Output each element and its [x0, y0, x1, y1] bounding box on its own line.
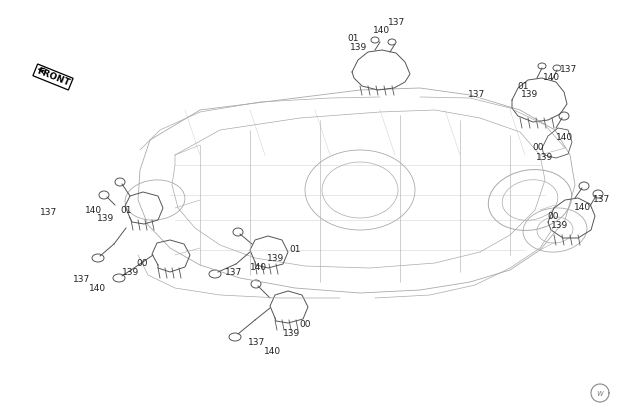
Text: 01: 01 — [347, 34, 358, 43]
Text: 139: 139 — [267, 254, 284, 263]
Text: 137: 137 — [248, 338, 265, 347]
Text: 140: 140 — [556, 133, 573, 142]
Text: 140: 140 — [574, 203, 591, 212]
Text: 139: 139 — [122, 268, 140, 277]
Text: 137: 137 — [225, 268, 242, 277]
Text: 137: 137 — [560, 65, 577, 74]
Text: 00: 00 — [299, 320, 311, 329]
Text: 140: 140 — [85, 206, 102, 215]
Text: 140: 140 — [543, 73, 560, 82]
Text: 139: 139 — [283, 329, 300, 338]
Text: 00: 00 — [136, 259, 148, 268]
Text: 140: 140 — [89, 284, 106, 293]
Text: 139: 139 — [536, 153, 553, 162]
Text: 00: 00 — [532, 143, 544, 152]
Text: w: w — [596, 389, 603, 398]
Text: 137: 137 — [73, 275, 91, 284]
Text: 139: 139 — [551, 221, 569, 230]
Text: 137: 137 — [593, 195, 610, 204]
Text: 137: 137 — [468, 90, 485, 99]
Text: FRONT: FRONT — [35, 66, 71, 88]
Text: 01: 01 — [517, 82, 528, 91]
Text: 137: 137 — [40, 208, 57, 217]
Text: 140: 140 — [264, 347, 281, 356]
Text: 137: 137 — [388, 18, 405, 27]
Text: 140: 140 — [250, 263, 267, 272]
Text: 139: 139 — [521, 90, 538, 99]
Text: 139: 139 — [350, 43, 367, 52]
Text: 140: 140 — [373, 26, 390, 35]
Text: 00: 00 — [547, 212, 559, 221]
Text: 139: 139 — [97, 214, 114, 223]
Text: 01: 01 — [289, 245, 301, 254]
Text: 01: 01 — [120, 206, 131, 215]
